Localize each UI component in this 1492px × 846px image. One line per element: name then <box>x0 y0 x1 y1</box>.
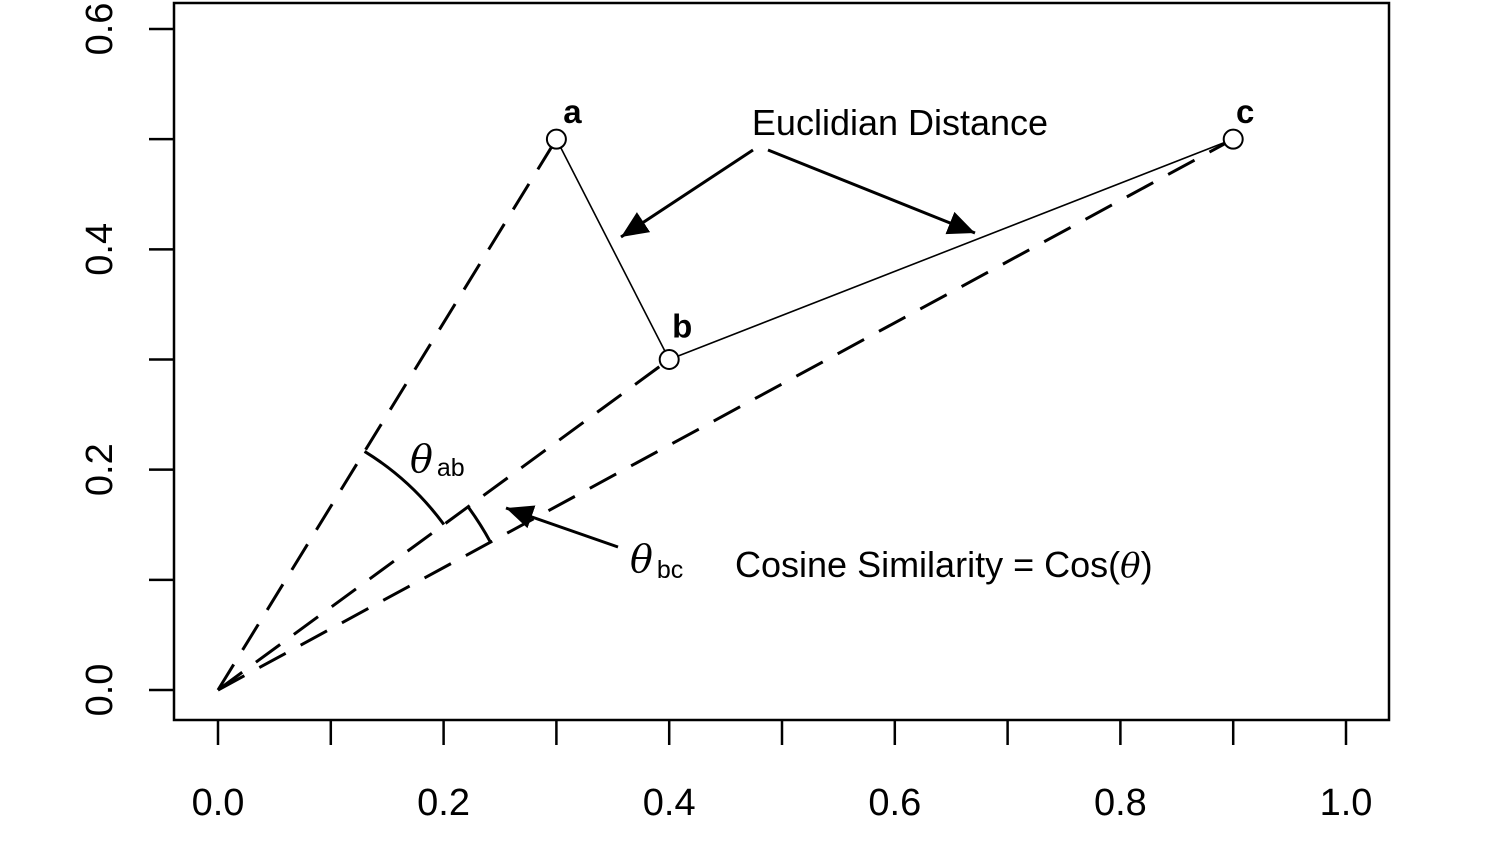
point-a-marker <box>545 128 567 150</box>
x-tick-label: 0.8 <box>1094 782 1147 824</box>
euclidean-lines <box>555 138 1234 361</box>
theta-bc-arc <box>466 505 492 543</box>
theta-ab-symbol: θ <box>410 437 433 481</box>
point-c-marker <box>1222 128 1244 150</box>
x-tick-label: 0.0 <box>192 782 245 824</box>
y-axis: 0.0 0.2 0.4 0.6 <box>79 3 174 717</box>
point-a-label: a <box>563 93 582 130</box>
theta-bc-symbol: θ <box>630 537 653 581</box>
vector-c-line <box>217 137 1234 692</box>
annotation-arrows <box>505 148 976 549</box>
point-b-marker <box>658 349 680 370</box>
euclid-arrow-bc <box>767 148 976 235</box>
y-tick-label: 0.6 <box>79 3 121 56</box>
cosine-theta-symbol: θ <box>1120 546 1140 586</box>
euclid-ab-line <box>555 138 670 360</box>
cosine-close-paren: ) <box>1141 544 1153 585</box>
angle-arcs <box>363 450 492 543</box>
euclid-bc-line <box>668 138 1234 361</box>
x-tick-label: 0.2 <box>417 782 470 824</box>
theta-bc-subscript: bc <box>657 556 683 584</box>
vector-lines <box>216 137 1234 692</box>
euclidean-distance-label: Euclidian Distance <box>752 102 1048 143</box>
y-tick-label: 0.2 <box>79 443 121 496</box>
theta-ab-subscript: ab <box>437 454 465 482</box>
theta-ab-label: θ ab <box>410 437 465 482</box>
euclid-arrow-ab <box>620 148 754 239</box>
y-tick-label: 0.4 <box>79 223 121 276</box>
point-b-label: b <box>672 308 692 345</box>
cosine-similarity-text: Cosine Similarity = Cos( <box>735 544 1120 585</box>
data-points: a b c <box>545 93 1254 370</box>
x-axis: 0.0 0.2 0.4 0.6 0.8 1.0 <box>192 720 1373 824</box>
y-tick-label: 0.0 <box>79 664 121 717</box>
theta-bc-label: θ bc <box>630 537 683 584</box>
point-c-label: c <box>1236 93 1254 130</box>
x-tick-label: 0.6 <box>868 782 921 824</box>
theta-bc-arrow <box>505 505 619 549</box>
vector-a-line <box>216 138 558 691</box>
cosine-similarity-label: Cosine Similarity = Cos(θ) <box>735 544 1153 586</box>
theta-ab-arc <box>363 450 446 526</box>
x-tick-label: 0.4 <box>643 782 696 824</box>
x-tick-label: 1.0 <box>1320 782 1373 824</box>
